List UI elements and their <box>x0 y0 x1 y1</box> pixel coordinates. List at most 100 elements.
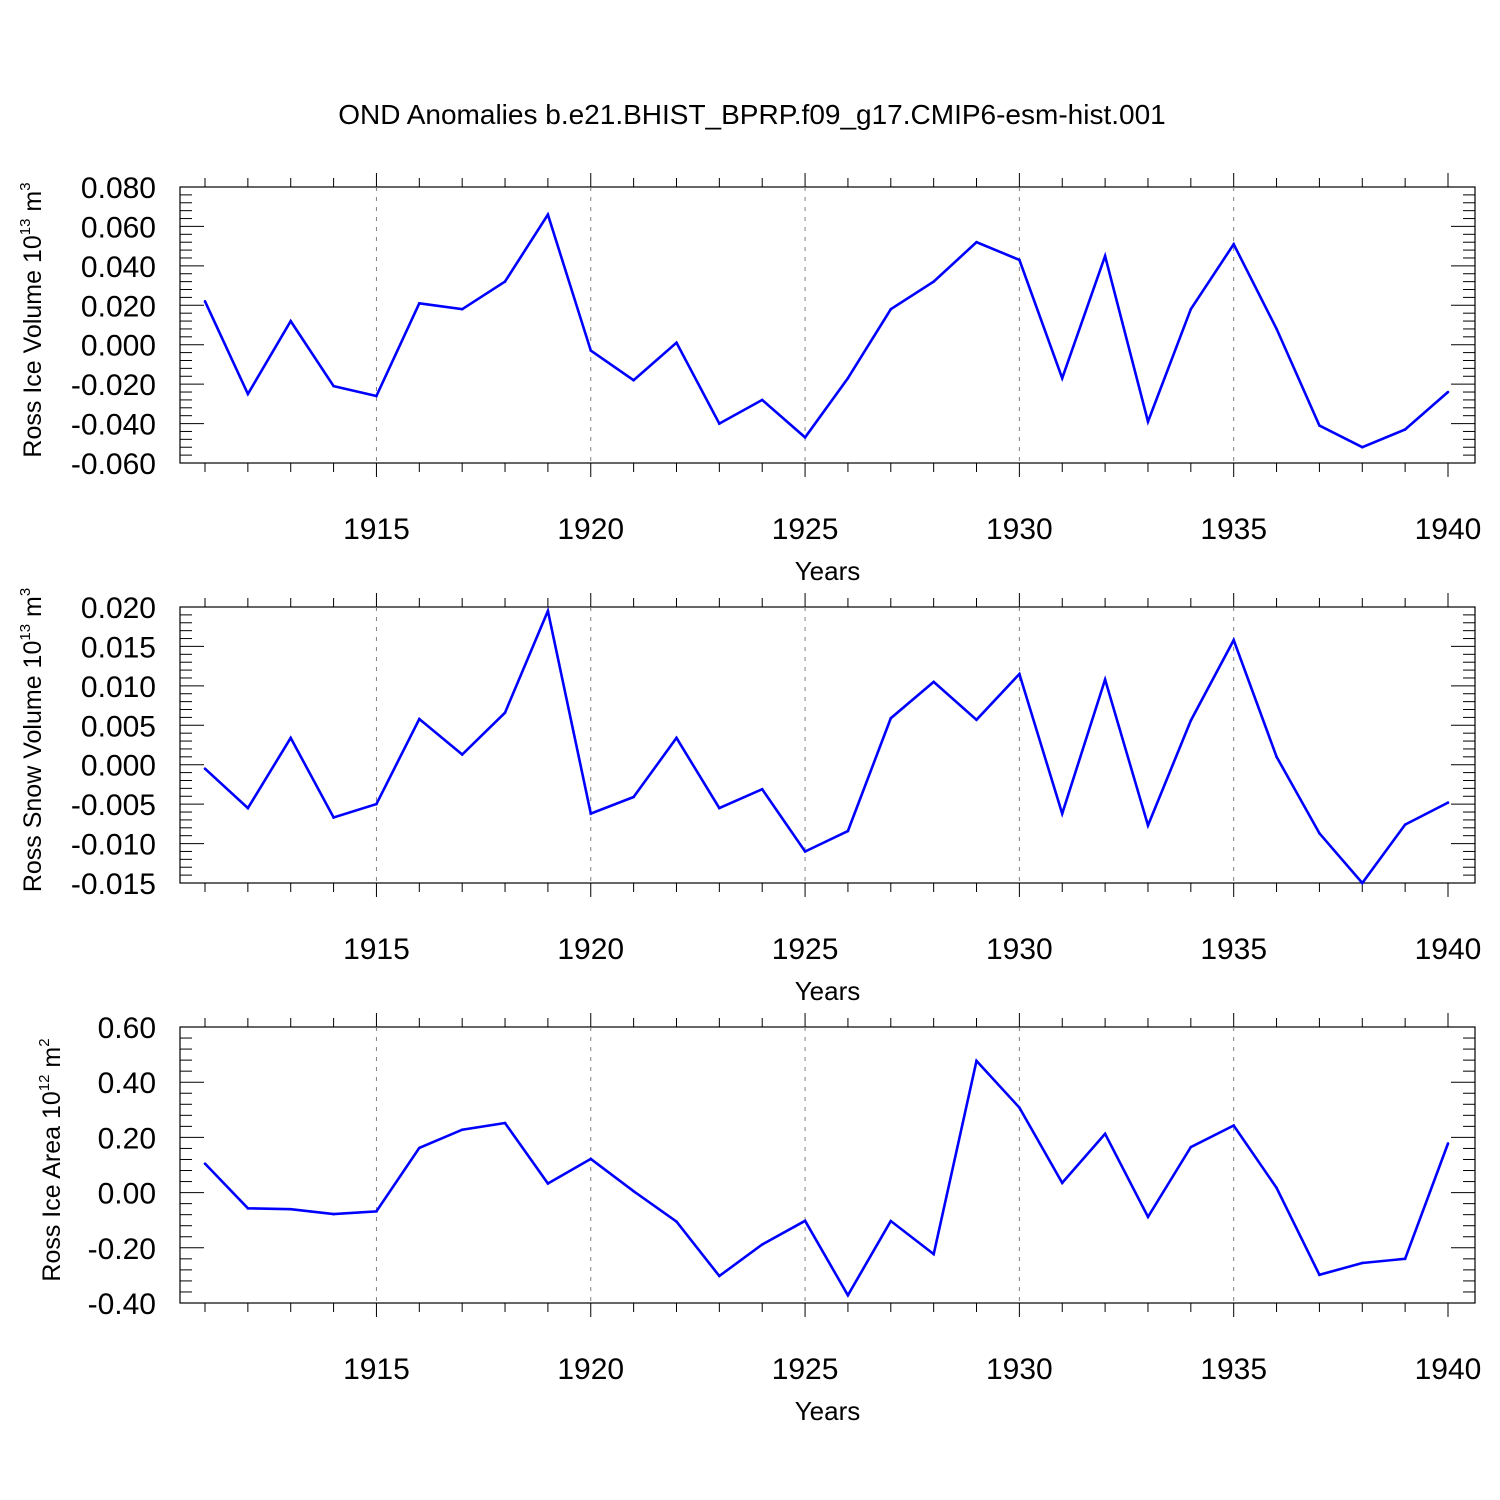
data-point <box>889 307 893 311</box>
y-tick-label: 0.000 <box>81 330 156 363</box>
data-point <box>675 341 678 345</box>
data-point <box>203 300 207 303</box>
plot-frame <box>179 186 1476 464</box>
data-point <box>1103 678 1107 681</box>
data-point <box>418 1146 421 1150</box>
y-tick-label: 0.040 <box>81 251 156 284</box>
data-point <box>1060 376 1064 380</box>
data-point <box>932 280 935 283</box>
y-tick-label: 0.60 <box>98 1012 156 1045</box>
x-axis-label: Years <box>795 976 861 1006</box>
data-point <box>1360 1261 1364 1265</box>
data-point <box>1403 1257 1407 1261</box>
data-point <box>1232 242 1235 246</box>
data-point <box>1060 812 1064 815</box>
data-point <box>975 240 978 244</box>
x-tick-label: 1925 <box>772 1353 839 1386</box>
data-point <box>1318 832 1321 835</box>
x-tick-label: 1940 <box>1415 933 1482 966</box>
data-point <box>846 376 850 380</box>
x-tick-label: 1915 <box>343 933 410 966</box>
data-point <box>289 319 293 323</box>
x-tick-label: 1935 <box>1200 933 1267 966</box>
y-tick-label: -0.015 <box>71 868 156 901</box>
panels: 1915 1920 1925 1930 1935 1940 -0.060 -0.040 -0.0… <box>17 172 1481 1426</box>
data-point <box>1189 307 1193 311</box>
y-axis-label-unit: m <box>19 191 47 219</box>
y-tick-label: 0.00 <box>98 1178 156 1211</box>
x-tick-label: 1920 <box>557 933 624 966</box>
data-point <box>1189 719 1193 722</box>
y-axis-label-exponent: 13 <box>17 219 34 236</box>
plot-frame <box>179 606 1476 884</box>
x-tick-label: 1915 <box>343 513 410 546</box>
data-point <box>1232 1124 1235 1127</box>
data-point <box>289 736 293 740</box>
data-point <box>846 829 850 833</box>
data-point <box>632 795 635 799</box>
data-point <box>975 1059 978 1063</box>
data-point <box>246 392 250 396</box>
y-tick-label: 0.000 <box>81 750 156 783</box>
data-point <box>803 850 807 853</box>
data-point <box>1189 1145 1193 1149</box>
data-point <box>546 609 550 613</box>
data-point <box>1360 881 1364 885</box>
data-point <box>1403 428 1407 431</box>
data-point <box>246 806 250 810</box>
y-axis-label-unit-exponent: 3 <box>17 182 34 190</box>
y-tick-label: 0.020 <box>81 592 156 625</box>
figure-title: OND Anomalies b.e21.BHIST_BPRP.f09_g17.C… <box>338 99 1165 130</box>
y-tick-label: 0.005 <box>81 710 156 743</box>
data-point <box>375 1210 378 1213</box>
data-point <box>1146 824 1150 827</box>
y-tick-label: -0.005 <box>71 789 156 822</box>
x-axis-label: Years <box>795 556 861 586</box>
y-axis-label: Ross Snow Volume 1013 m3 <box>17 588 47 892</box>
data-point <box>803 436 807 439</box>
data-point <box>1146 1215 1150 1219</box>
y-axis-label-exponent: 12 <box>36 1075 53 1092</box>
panel-3: 1915 1920 1925 1930 1935 1940 -0.40 -0.20 0.00 0.… <box>36 1012 1481 1426</box>
y-axis-label-unit: m <box>38 1047 66 1075</box>
x-tick-label: 1940 <box>1415 513 1482 546</box>
data-point <box>589 349 593 352</box>
data-point <box>1103 254 1107 258</box>
data-point <box>1446 1142 1450 1145</box>
x-tick-label: 1920 <box>557 513 624 546</box>
data-point <box>1275 327 1278 331</box>
data-point <box>503 280 507 283</box>
x-tick-label: 1935 <box>1200 1353 1267 1386</box>
data-point <box>460 753 464 756</box>
data-point <box>460 1128 464 1131</box>
data-point <box>1403 823 1407 826</box>
data-point <box>589 1157 593 1161</box>
data-point <box>889 1219 893 1223</box>
y-axis-label-unit-exponent: 2 <box>36 1038 53 1046</box>
data-point <box>975 718 978 722</box>
data-point <box>1318 424 1321 427</box>
data-point <box>932 1252 935 1256</box>
series-line <box>203 211 1449 449</box>
data-point <box>1018 1106 1021 1109</box>
data-point <box>803 1219 807 1223</box>
panel-2: 1915 1920 1925 1930 1935 1940 -0.015 -0.010 -0.0… <box>17 588 1481 1006</box>
y-tick-label: -0.010 <box>71 829 156 862</box>
x-tick-label: 1935 <box>1200 513 1267 546</box>
data-point <box>1360 445 1364 449</box>
data-point <box>589 812 593 815</box>
data-point <box>332 384 335 388</box>
data-point <box>1232 638 1235 642</box>
data-point <box>546 1182 550 1185</box>
data-point <box>460 307 464 311</box>
y-tick-label: 0.080 <box>81 172 156 205</box>
y-tick-label: -0.20 <box>88 1233 156 1266</box>
data-point <box>760 398 764 402</box>
panel-1: 1915 1920 1925 1930 1935 1940 -0.060 -0.040 -0.0… <box>17 172 1481 586</box>
data-point <box>718 806 721 810</box>
x-axis-label: Years <box>795 1396 861 1426</box>
y-tick-label: -0.020 <box>71 369 156 402</box>
x-tick-label: 1920 <box>557 1353 624 1386</box>
y-axis-label-text: Ross Snow Volume 10 <box>19 641 47 893</box>
data-point <box>375 394 378 398</box>
